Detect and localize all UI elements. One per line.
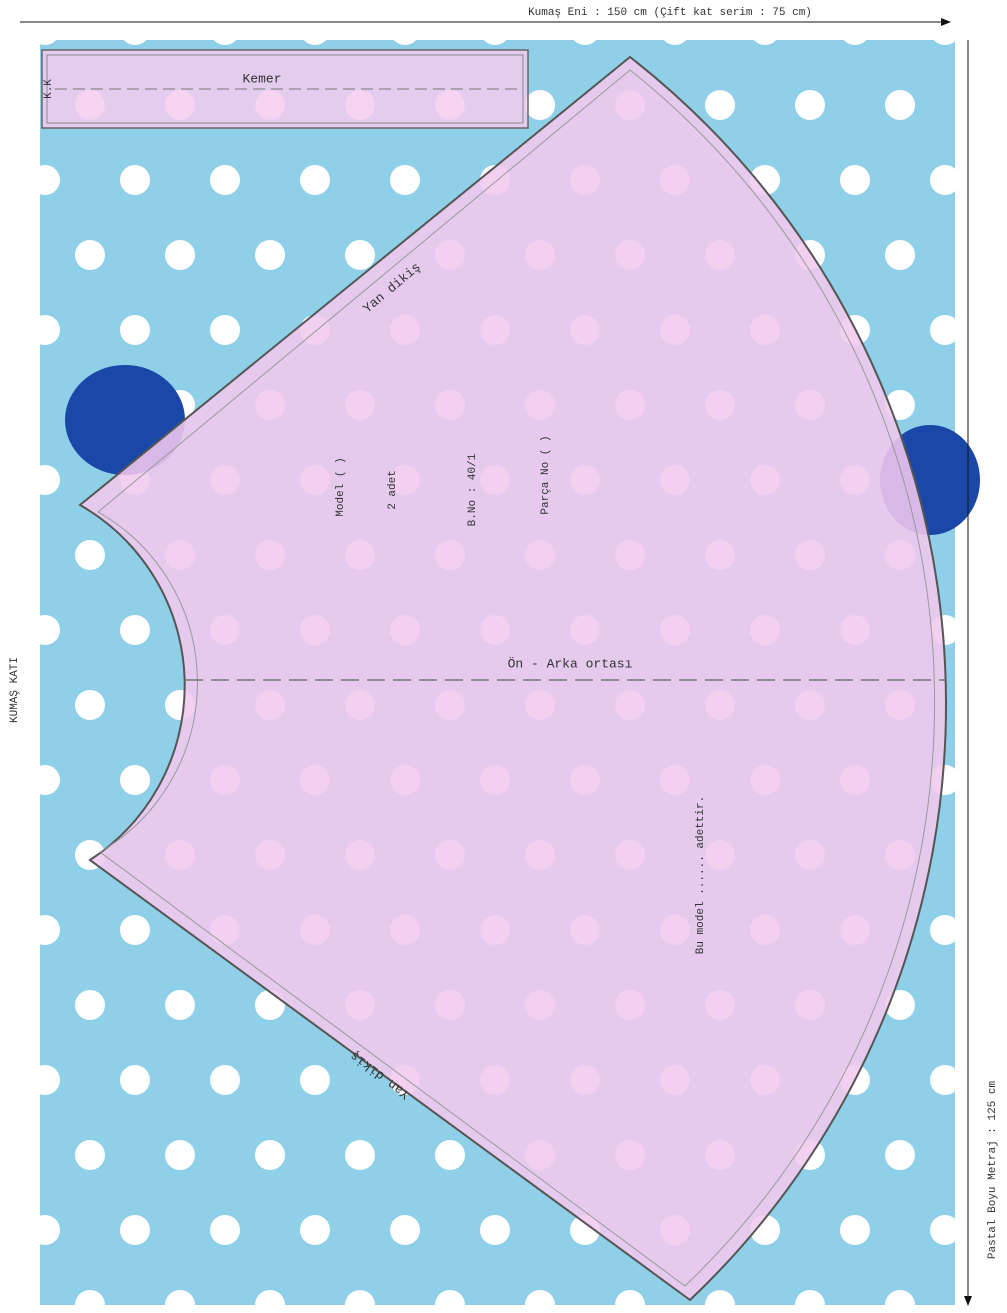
model-info: Model ( ) — [335, 457, 347, 516]
model-note: Bu model ...... adettir. — [695, 796, 707, 954]
skirt-seam-line — [97, 69, 936, 1287]
belt-piece — [41, 49, 529, 129]
skirt-piece — [78, 55, 947, 1302]
quantity-info: 2 adet — [387, 470, 399, 510]
fabric-width: Kumaş Eni : 150 cm (Çift kat serim : 75 … — [528, 7, 812, 19]
piece-number: Parça No ( ) — [540, 435, 552, 514]
belt-seam — [46, 54, 524, 124]
marker-length: Pastal Boyu Metraj : 125 cm — [987, 1080, 999, 1259]
fabric-fold: KUMAŞ KATI — [9, 657, 21, 723]
body-number: B.No : 40/1 — [467, 453, 479, 526]
fold-mark: K.K — [43, 79, 55, 99]
center-line-label: Ön - Arka ortası — [508, 656, 633, 671]
belt-label: Kemer — [242, 71, 281, 86]
